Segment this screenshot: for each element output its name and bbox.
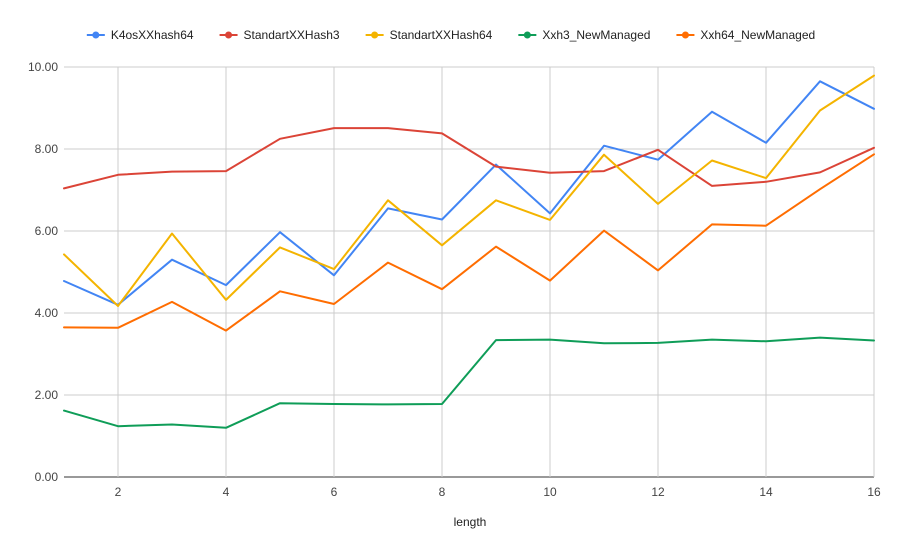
legend-marker (92, 31, 100, 39)
series-line-xxh64-newmanaged (63, 153, 875, 332)
legend-item: StandartXXHash64 (365, 28, 493, 42)
gridlines (64, 66, 875, 478)
x-tick-label: 4 (223, 485, 230, 499)
legend-item: K4osXXhash64 (86, 28, 194, 42)
series-line-standartxxhash64 (63, 74, 875, 307)
legend-item: Xxh64_NewManaged (676, 28, 815, 42)
legend-item: Xxh3_NewManaged (518, 28, 650, 42)
y-tick-label: 8.00 (35, 142, 59, 156)
x-tick-label: 14 (759, 485, 773, 499)
x-tick-label: 2 (115, 485, 122, 499)
legend-label: Xxh3_NewManaged (542, 28, 650, 42)
x-tick-label: 6 (331, 485, 338, 499)
legend: K4osXXhash64 StandartXXHash3 StandartXXHas… (86, 28, 815, 42)
y-axis: 0.00 2.00 4.00 6.00 8.00 10.00 (28, 60, 58, 484)
series-line-standartxxhash3 (63, 127, 875, 190)
x-tick-label: 10 (543, 485, 557, 499)
legend-marker (523, 31, 531, 39)
x-tick-label: 8 (439, 485, 446, 499)
legend-item: StandartXXHash3 (219, 28, 340, 42)
legend-label: K4osXXhash64 (111, 28, 194, 42)
legend-label: Xxh64_NewManaged (700, 28, 815, 42)
legend-marker (225, 31, 233, 39)
series-lines (63, 74, 875, 429)
y-tick-label: 6.00 (35, 224, 59, 238)
x-tick-label: 12 (651, 485, 665, 499)
legend-marker (681, 31, 689, 39)
y-tick-label: 10.00 (28, 60, 58, 74)
x-axis-title: length (454, 515, 487, 529)
y-tick-label: 4.00 (35, 306, 59, 320)
x-tick-label: 16 (867, 485, 881, 499)
legend-marker (371, 31, 379, 39)
legend-label: StandartXXHash3 (244, 28, 340, 42)
series-line-k4osxxhash64 (63, 80, 875, 306)
legend-label: StandartXXHash64 (390, 28, 493, 42)
y-tick-label: 2.00 (35, 388, 59, 402)
series-line-xxh3-newmanaged (63, 336, 875, 429)
x-axis: 2 4 6 8 10 12 14 16 (115, 485, 881, 499)
y-tick-label: 0.00 (35, 470, 59, 484)
